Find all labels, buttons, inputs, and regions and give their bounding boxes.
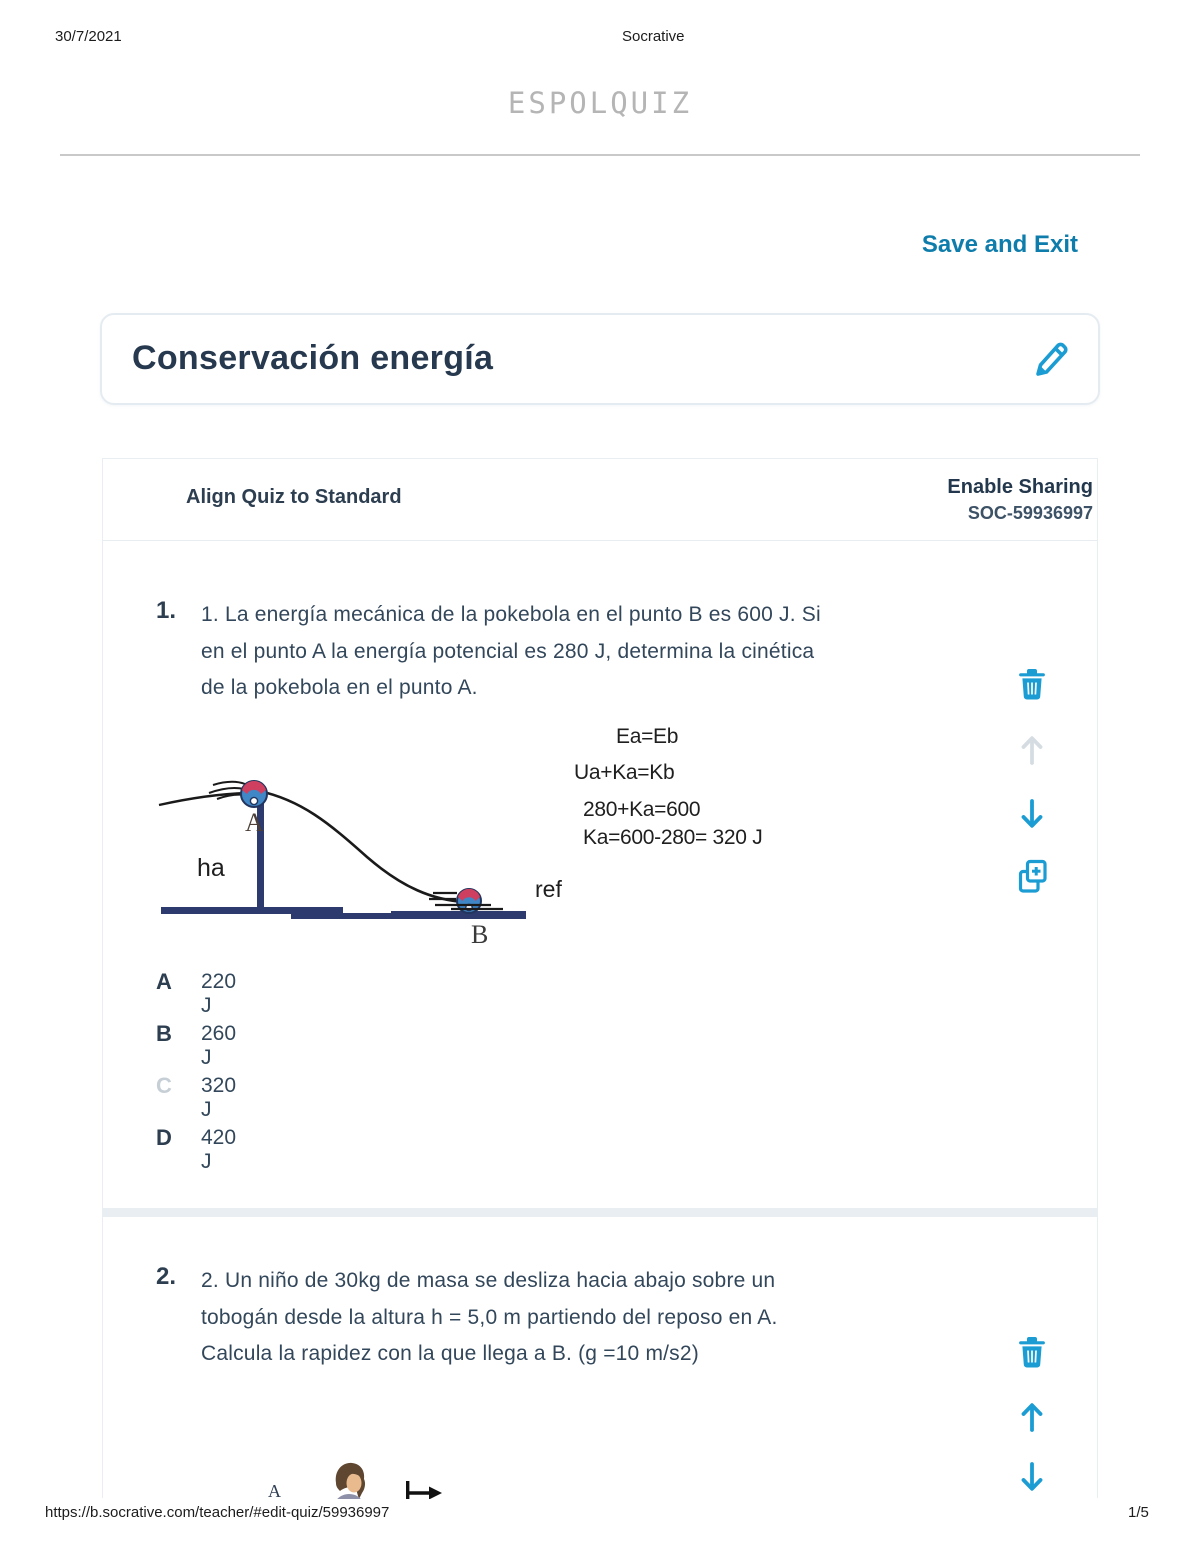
quiz-title: Conservación energía xyxy=(132,339,494,377)
header-divider xyxy=(60,154,1140,156)
sharing-block: Enable Sharing SOC-59936997 xyxy=(947,476,1093,524)
trash-icon xyxy=(1019,1337,1045,1368)
quiz-title-card: Conservación energía xyxy=(100,313,1100,405)
arrow-down-icon xyxy=(1021,1462,1043,1491)
choice-text: 320 J xyxy=(201,1074,237,1121)
pokeball-a xyxy=(240,780,268,808)
quiz-card-question-1: Align Quiz to Standard Enable Sharing SO… xyxy=(102,458,1098,1208)
question-1-image: A ha B ref Ea=Eb Ua+Ka=Kb 280+Ka=600 Ka=… xyxy=(151,701,796,963)
equation-line: Ua+Ka=Kb xyxy=(574,761,675,784)
arrow-down-icon xyxy=(1021,799,1043,828)
delete-question-2-button[interactable] xyxy=(1019,1337,1049,1371)
save-and-exit-link[interactable]: Save and Exit xyxy=(921,231,1078,258)
question-2-image-partial: A xyxy=(256,1459,486,1499)
slide-diagram-partial: A xyxy=(268,1462,442,1499)
choice-text: 220 J xyxy=(201,970,237,1017)
question-2-text: 2. Un niño de 30kg de masa se desliza ha… xyxy=(201,1263,941,1373)
question-2-line: 2. Un niño de 30kg de masa se desliza ha… xyxy=(201,1269,776,1292)
equation-line: Ea=Eb xyxy=(616,725,679,748)
diagram-label-ref: ref xyxy=(535,876,562,902)
arrow-up-icon xyxy=(1021,1403,1043,1432)
child-figure xyxy=(335,1462,366,1499)
choice-text: 260 J xyxy=(201,1022,237,1069)
sharing-code: SOC-59936997 xyxy=(967,503,1093,523)
question-2-line: Calcula la rapidez con la que llega a B.… xyxy=(201,1342,699,1365)
quiz-watermark-title: ESPOLQUIZ xyxy=(507,86,693,120)
direction-arrow xyxy=(406,1481,442,1499)
question-1-line: en el punto A la energía potencial es 28… xyxy=(201,639,815,663)
card-gap xyxy=(102,1208,1098,1216)
question-1-number: 1. xyxy=(156,597,177,624)
footer-url: https://b.socrative.com/teacher/#edit-qu… xyxy=(45,1504,390,1521)
duplicate-question-1-button[interactable] xyxy=(1017,859,1047,893)
arrow-up-icon xyxy=(1021,736,1043,765)
choice-text: 420 J xyxy=(201,1126,237,1173)
choice-letter: B xyxy=(156,1021,172,1046)
move-question-1-up-button xyxy=(1019,734,1049,768)
trash-icon xyxy=(1019,669,1045,700)
question-1-text: 1. La energía mecánica de la pokebola en… xyxy=(201,597,941,707)
pencil-icon xyxy=(1036,342,1068,376)
enable-sharing-link[interactable]: Enable Sharing xyxy=(947,476,1093,498)
diagram-label-b: B xyxy=(471,920,488,949)
question-1-line: de la pokebola en el punto A. xyxy=(201,676,478,699)
equation-line: Ka=600-280= 320 J xyxy=(583,826,763,849)
choice-letter: D xyxy=(156,1125,172,1150)
quiz-card-question-2: 2. 2. Un niño de 30kg de masa se desliza… xyxy=(102,1216,1098,1499)
choice-letter: C xyxy=(156,1073,172,1098)
question-1-line: 1. La energía mecánica de la pokebola en… xyxy=(201,603,821,626)
move-question-1-down-button[interactable] xyxy=(1019,798,1049,832)
edit-title-button[interactable] xyxy=(1030,339,1070,383)
print-doc-title: Socrative xyxy=(622,28,685,45)
align-quiz-to-standard-link[interactable]: Align Quiz to Standard xyxy=(186,486,402,508)
choice-letter: A xyxy=(156,969,172,994)
print-date: 30/7/2021 xyxy=(55,28,122,45)
footer-page-number: 1/5 xyxy=(1128,1504,1149,1521)
quiz-card-header: Align Quiz to Standard Enable Sharing SO… xyxy=(103,459,1097,541)
question-2-line: tobogán desde la altura h = 5,0 m partie… xyxy=(201,1305,778,1329)
equation-line: 280+Ka=600 xyxy=(583,798,701,821)
delete-question-1-button[interactable] xyxy=(1019,669,1049,703)
slope-diagram: A ha B ref xyxy=(158,780,562,949)
duplicate-icon xyxy=(1018,859,1047,893)
question-2-number: 2. xyxy=(156,1263,177,1290)
diagram-label-a: A xyxy=(245,808,264,837)
move-question-2-down-button[interactable] xyxy=(1019,1461,1049,1495)
move-question-2-up-button[interactable] xyxy=(1019,1401,1049,1435)
partial-label-a: A xyxy=(268,1481,281,1499)
diagram-label-ha: ha xyxy=(197,854,225,882)
